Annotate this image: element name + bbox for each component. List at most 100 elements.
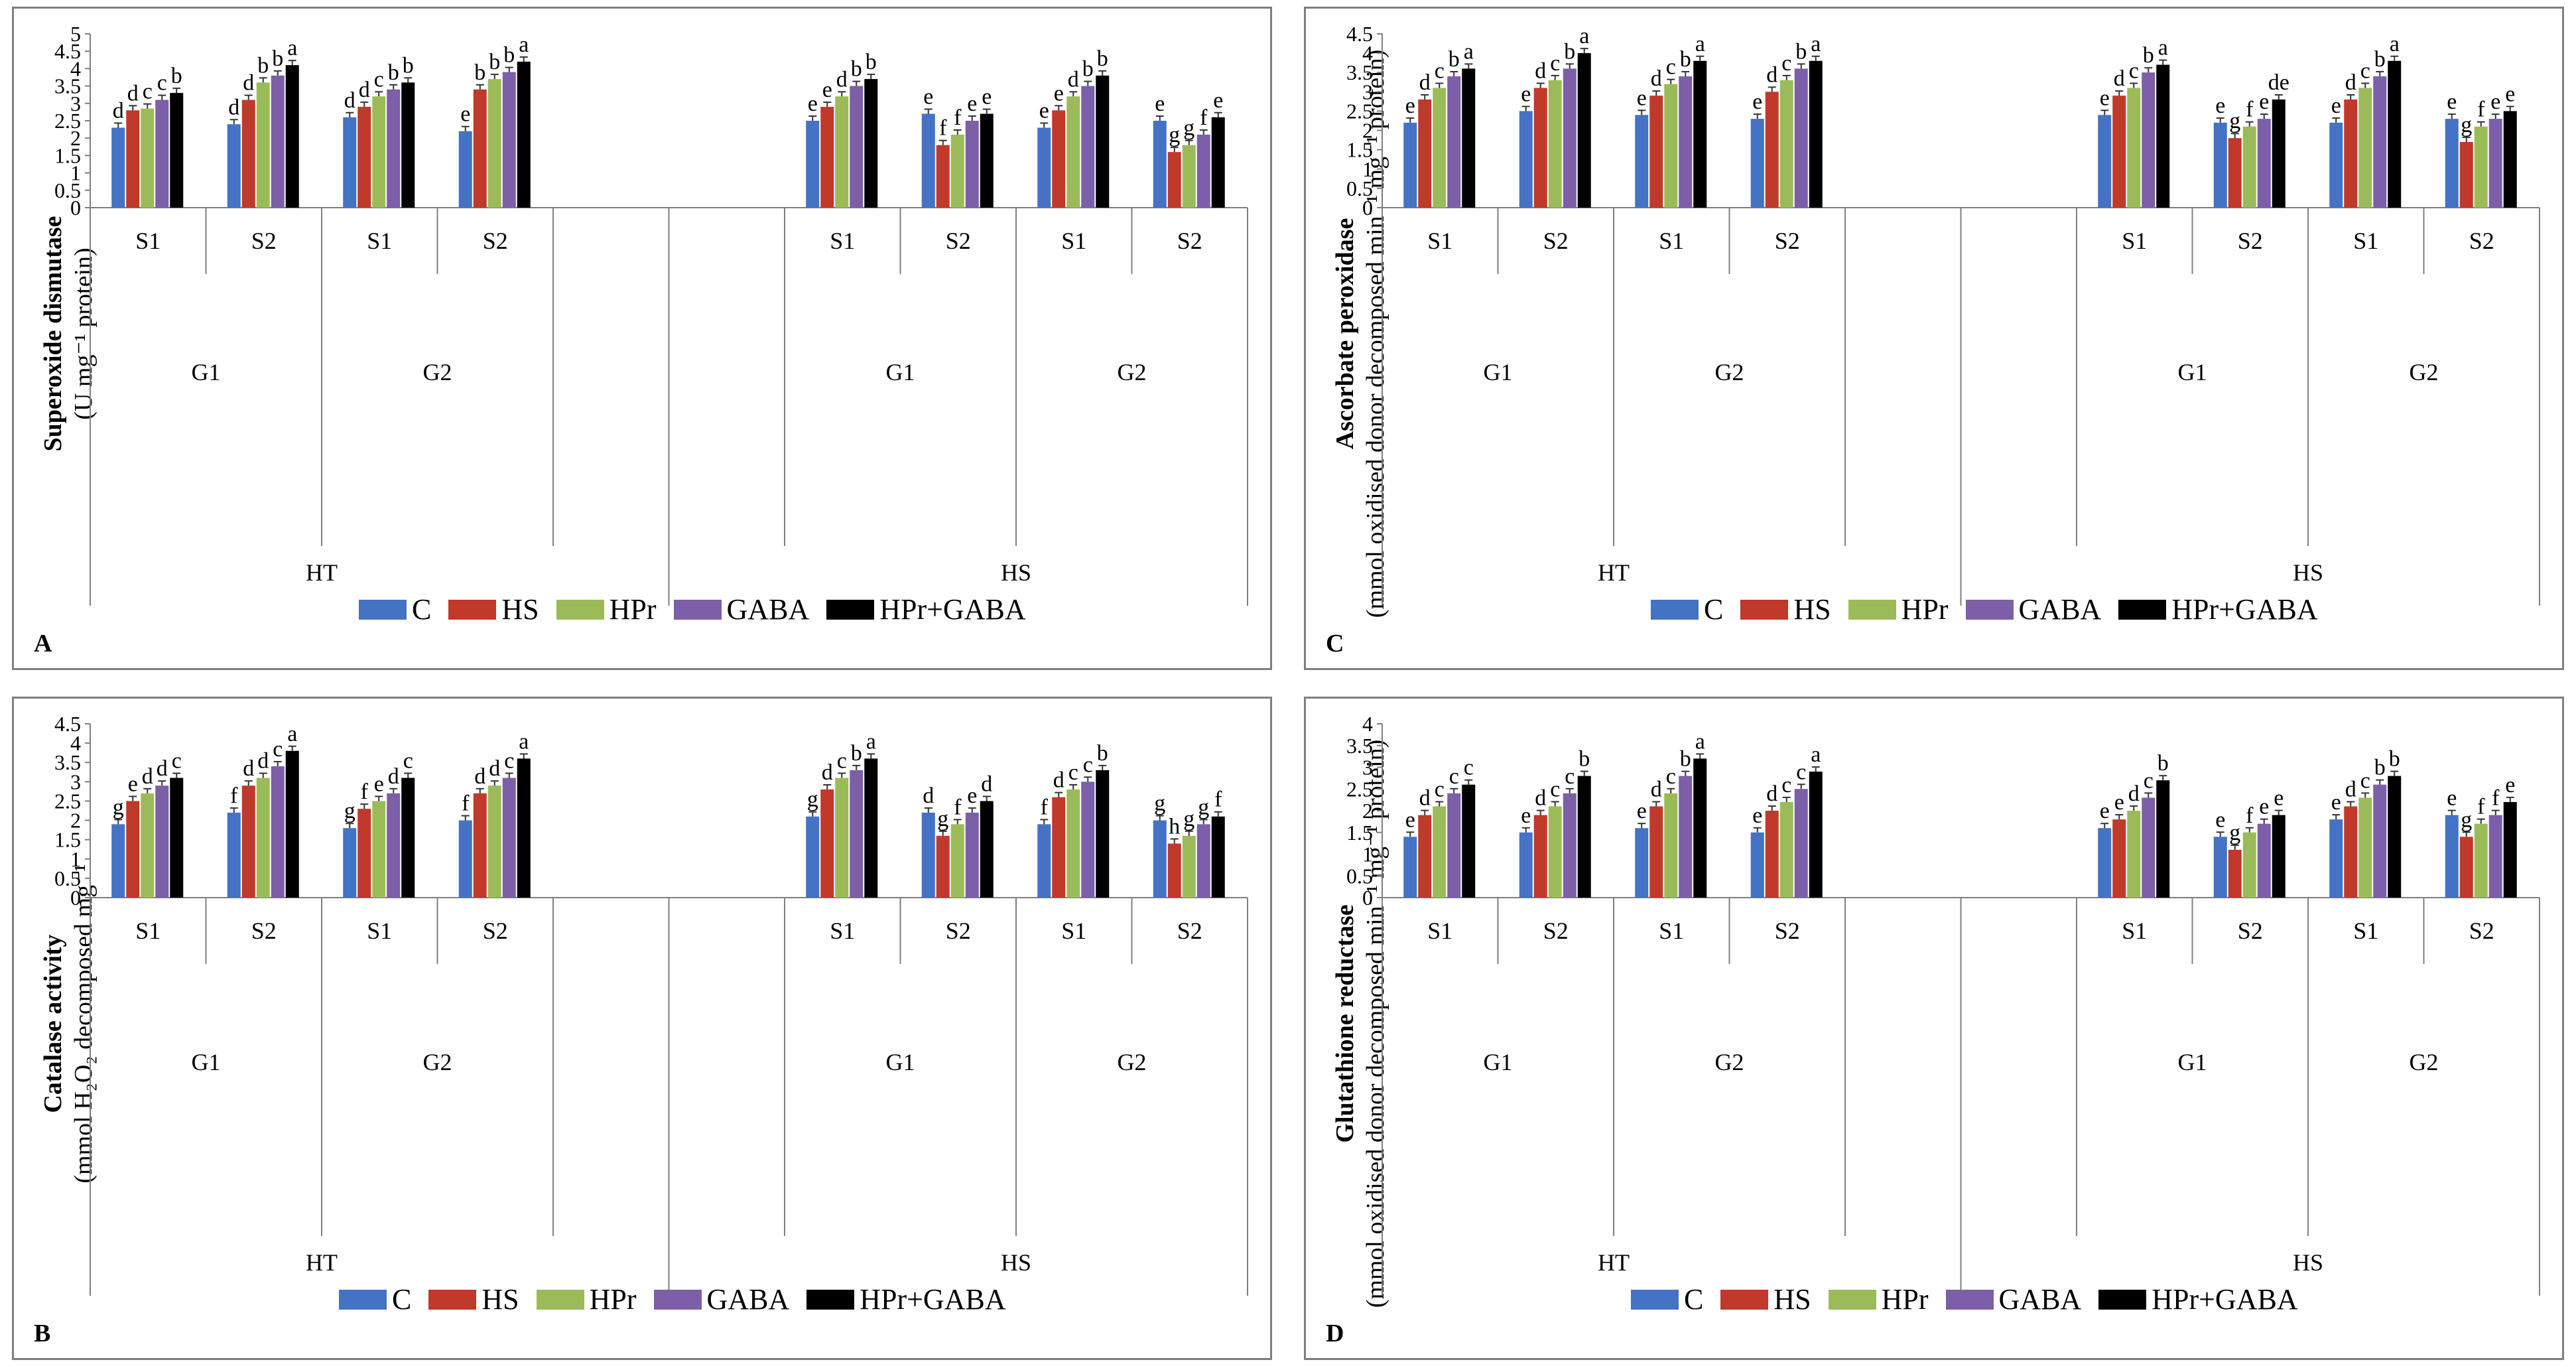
significance-letter: d [113,98,124,123]
bar [1096,75,1110,208]
bar [1153,820,1167,898]
bar [343,117,357,208]
legend-swatch [2098,1289,2147,1310]
x-stage-label: S2 [946,918,971,944]
legend-item: GABA [1945,1282,2081,1316]
significance-letter: d [142,764,153,789]
panel-letter: C [1326,630,1344,657]
x-stage-label: S1 [1659,228,1684,254]
significance-letter: b [257,53,269,78]
x-stage-label: S1 [2122,228,2147,254]
significance-letter: e [2447,90,2457,114]
legend-item: HPr [536,1282,637,1316]
significance-letter: f [2477,98,2485,122]
bar [1649,96,1663,208]
significance-letter: f [361,780,369,804]
bar [2242,126,2256,208]
significance-letter: d [836,67,848,92]
y-tick-label: 3.5 [1346,60,1373,84]
bar [1418,815,1432,898]
legend: C HS HPr GABA HPr+GABA [359,592,1043,626]
bar [1809,772,1823,898]
legend-swatch [536,1289,584,1310]
significance-letter: b [503,43,515,68]
bar [864,758,878,898]
legend-item: HPr+GABA [806,1282,1006,1316]
bar [850,86,864,208]
bar [1765,92,1779,208]
y-tick-label: 3.5 [54,74,81,98]
bar [1635,828,1649,898]
legend-label: C [1684,1283,1704,1316]
y-tick-label: 0 [70,886,81,910]
bar [980,113,994,208]
x-stage-label: S1 [2353,918,2378,944]
x-stage-label: S2 [1543,918,1569,944]
significance-letter: b [489,50,500,74]
significance-letter: e [2259,90,2269,114]
x-stage-label: S2 [483,228,508,254]
significance-letter: e [460,102,470,127]
bar [2156,780,2170,898]
significance-letter: b [851,741,862,766]
significance-letter: a [1695,32,1705,56]
x-stage-label: S2 [1177,918,1202,944]
significance-letter: b [851,57,862,82]
significance-letter: d [1535,59,1546,84]
y-tick-label: 3.5 [54,750,81,774]
bar [1765,811,1779,898]
y-tick-label: 0.5 [54,178,81,202]
significance-letter: f [954,105,962,130]
significance-letter: g [1198,795,1209,819]
bar [936,145,950,208]
y-tick-label: 1.5 [54,828,81,852]
significance-letter: a [2390,32,2400,56]
bar [2112,96,2126,208]
significance-letter: c [504,749,514,774]
bar [1037,824,1051,898]
bar [155,100,169,208]
bar [1096,770,1110,898]
significance-letter: d [474,764,485,789]
y-tick-label: 2.5 [1346,99,1373,123]
bar [517,61,531,208]
bar [936,835,950,898]
bar [2503,801,2517,898]
significance-letter: e [1054,81,1064,105]
bar [1548,80,1562,208]
x-treatment-label: HT [1598,559,1630,586]
legend-swatch [1740,599,1789,620]
significance-letter: b [2374,756,2386,780]
chart-panel-d: Glutathione reductase (mmol oxidised don… [1304,697,2564,1360]
significance-letter: c [1796,760,1806,784]
legend-item: HS [1740,592,1831,626]
significance-letter: f [230,784,238,808]
significance-letter: b [171,64,182,88]
bar [1433,806,1447,898]
bar [1462,68,1476,208]
significance-letter: b [1680,747,1691,772]
significance-letter: d [1068,67,1079,92]
bar [2272,99,2286,208]
bar [256,82,270,208]
bar [2344,99,2358,208]
bar [1403,837,1417,898]
significance-letter: d [2345,777,2356,801]
legend-swatch [1828,1289,1876,1310]
bar [1563,793,1577,898]
significance-letter: d [344,88,355,113]
y-tick-label: 4.5 [1346,22,1373,46]
x-treatment-label: HT [306,1249,338,1276]
bar [2257,119,2271,208]
legend-item: C [1651,592,1723,626]
significance-letter: e [2447,786,2457,811]
bar [1779,801,1793,898]
bar [2445,815,2459,898]
significance-letter: h [1169,815,1180,839]
significance-letter: f [2246,98,2254,122]
bar [1433,88,1447,208]
x-genotype-label: G2 [1715,1049,1744,1075]
significance-letter: a [519,33,529,57]
bar [227,124,241,208]
bar [1211,117,1225,208]
